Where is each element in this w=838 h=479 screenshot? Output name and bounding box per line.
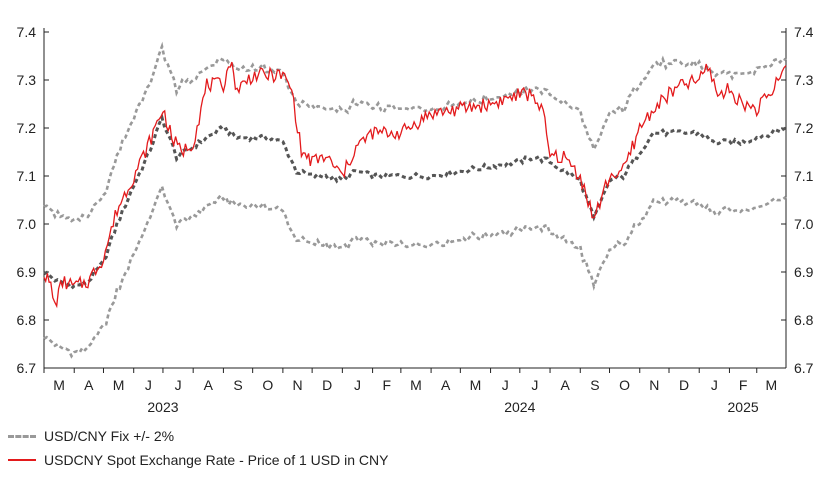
x-tick-label: A bbox=[441, 377, 451, 393]
legend-item-spot: USDCNY Spot Exchange Rate - Price of 1 U… bbox=[8, 452, 388, 468]
series-line-band-lower bbox=[43, 182, 787, 359]
x-tick-label: O bbox=[619, 377, 630, 393]
x-tick-label: J bbox=[502, 377, 509, 393]
y-tick-label-right: 7.1 bbox=[794, 168, 814, 184]
y-tick-label-right: 7.4 bbox=[794, 24, 814, 40]
x-tick-label: M bbox=[113, 377, 125, 393]
x-tick-label: M bbox=[766, 377, 778, 393]
legend-label-spot: USDCNY Spot Exchange Rate - Price of 1 U… bbox=[44, 452, 389, 468]
y-tick-label-right: 6.7 bbox=[794, 360, 814, 376]
y-tick-label-left: 7.4 bbox=[17, 24, 37, 40]
y-tick-label-right: 7.2 bbox=[794, 120, 814, 136]
series-lines bbox=[43, 41, 787, 359]
legend-swatch-spot bbox=[8, 459, 36, 461]
series-line-fix bbox=[43, 113, 787, 291]
x-tick-label: A bbox=[84, 377, 94, 393]
x-tick-label: N bbox=[292, 377, 302, 393]
x-tick-label: O bbox=[262, 377, 273, 393]
y-tick-label-right: 6.8 bbox=[794, 312, 814, 328]
y-tick-label-right: 7.0 bbox=[794, 216, 814, 232]
x-tick-label: N bbox=[649, 377, 659, 393]
x-tick-label: S bbox=[590, 377, 599, 393]
legend-item-band: USD/CNY Fix +/- 2% bbox=[8, 428, 174, 444]
x-tick-label: M bbox=[410, 377, 422, 393]
legend-swatch-band bbox=[8, 434, 36, 438]
x-tick-label: D bbox=[679, 377, 689, 393]
x-tick-label: F bbox=[739, 377, 748, 393]
tick-labels: 6.7 6.7 6.8 6.8 6.9 6.9 7.0 7.0 7.1 7.1 7.2 7.2 7.3 7… bbox=[17, 24, 814, 415]
y-tick-label-right: 7.3 bbox=[794, 72, 814, 88]
y-tick-label-left: 7.3 bbox=[17, 72, 37, 88]
y-tick-label-left: 7.1 bbox=[17, 168, 37, 184]
x-tick-label: A bbox=[204, 377, 214, 393]
y-tick-label-left: 6.7 bbox=[17, 360, 37, 376]
x-tick-label: D bbox=[322, 377, 332, 393]
y-tick-label-left: 6.9 bbox=[17, 264, 37, 280]
x-tick-label: F bbox=[382, 377, 391, 393]
x-tick-label: M bbox=[470, 377, 482, 393]
legend-label-band: USD/CNY Fix +/- 2% bbox=[44, 428, 175, 444]
x-year-label: 2023 bbox=[147, 399, 178, 415]
x-tick-label: J bbox=[145, 377, 152, 393]
y-tick-label-right: 6.9 bbox=[794, 264, 814, 280]
x-tick-label: J bbox=[175, 377, 182, 393]
series-line-spot bbox=[43, 61, 787, 309]
x-tick-label: M bbox=[53, 377, 65, 393]
x-year-label: 2025 bbox=[728, 399, 759, 415]
y-tick-label-left: 6.8 bbox=[17, 312, 37, 328]
series-line-band-upper bbox=[43, 41, 787, 223]
x-tick-label: J bbox=[711, 377, 718, 393]
x-tick-label: A bbox=[560, 377, 570, 393]
axes bbox=[43, 28, 787, 373]
x-year-label: 2024 bbox=[504, 399, 535, 415]
x-tick-label: J bbox=[531, 377, 538, 393]
y-tick-label-left: 7.0 bbox=[17, 216, 37, 232]
x-tick-label: J bbox=[354, 377, 361, 393]
y-tick-label-left: 7.2 bbox=[17, 120, 37, 136]
x-tick-label: S bbox=[233, 377, 242, 393]
